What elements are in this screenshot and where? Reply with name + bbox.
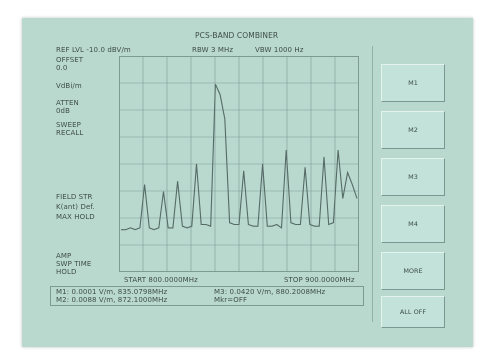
- resolution-bandwidth: RBW 3 MHz: [192, 46, 234, 54]
- softkey-label: M2: [408, 125, 418, 134]
- softkey-m4-button[interactable]: M4: [381, 205, 445, 243]
- spectrum-trace: [121, 83, 358, 231]
- softkey-divider: [372, 46, 373, 322]
- marker-state: Mkr=OFF: [214, 296, 248, 304]
- softkey-m1-button[interactable]: M1: [381, 64, 445, 102]
- softkey-label: M4: [408, 219, 418, 228]
- offset-value: 0.0: [56, 64, 68, 72]
- antenna-factor-label: K(ant) Def.: [56, 203, 95, 211]
- softkey-label: M3: [408, 172, 418, 181]
- marker-3-readout: M3: 0.0420 V/m, 880.2008MHz: [214, 288, 326, 296]
- softkey-label: M1: [408, 78, 418, 87]
- start-frequency: START 800.0000MHz: [124, 276, 198, 284]
- softkey-label: ALL OFF: [399, 307, 427, 316]
- softkey-all-off-button[interactable]: ALL OFF: [381, 296, 445, 328]
- field-strength-label: FIELD STR: [56, 193, 93, 201]
- softkey-m2-button[interactable]: M2: [381, 111, 445, 149]
- spectrum-svg: [119, 56, 359, 272]
- offset-label: OFFSET: [56, 56, 84, 64]
- amp-label: AMP: [56, 252, 72, 260]
- stop-frequency: STOP 900.0000MHz: [284, 276, 355, 284]
- softkey-m3-button[interactable]: M3: [381, 158, 445, 196]
- marker-readout-box: [50, 286, 364, 306]
- sweep-value: RECALL: [56, 129, 84, 137]
- sweep-label: SWEEP: [56, 121, 81, 129]
- marker-2-readout: M2: 0.0088 V/m, 872.1000MHz: [56, 296, 168, 304]
- atten-label: ATTEN: [56, 99, 79, 107]
- atten-value: 0dB: [56, 107, 70, 115]
- page-title: PCS-BAND COMBINER: [195, 31, 279, 40]
- hold-label: HOLD: [56, 268, 77, 276]
- max-hold-label: MAX HOLD: [56, 213, 95, 221]
- marker-1-readout: M1: 0.0001 V/m, 835.0798MHz: [56, 288, 168, 296]
- softkey-more-button[interactable]: MORE: [381, 252, 445, 290]
- sweep-time-label: SWP TIME: [56, 260, 92, 268]
- softkey-label: MORE: [403, 266, 423, 275]
- spectrum-plot: [119, 56, 359, 272]
- units-label: VdBi/m: [56, 82, 82, 90]
- reference-level: REF LVL -10.0 dBV/m: [56, 46, 131, 54]
- video-bandwidth: VBW 1000 Hz: [255, 46, 304, 54]
